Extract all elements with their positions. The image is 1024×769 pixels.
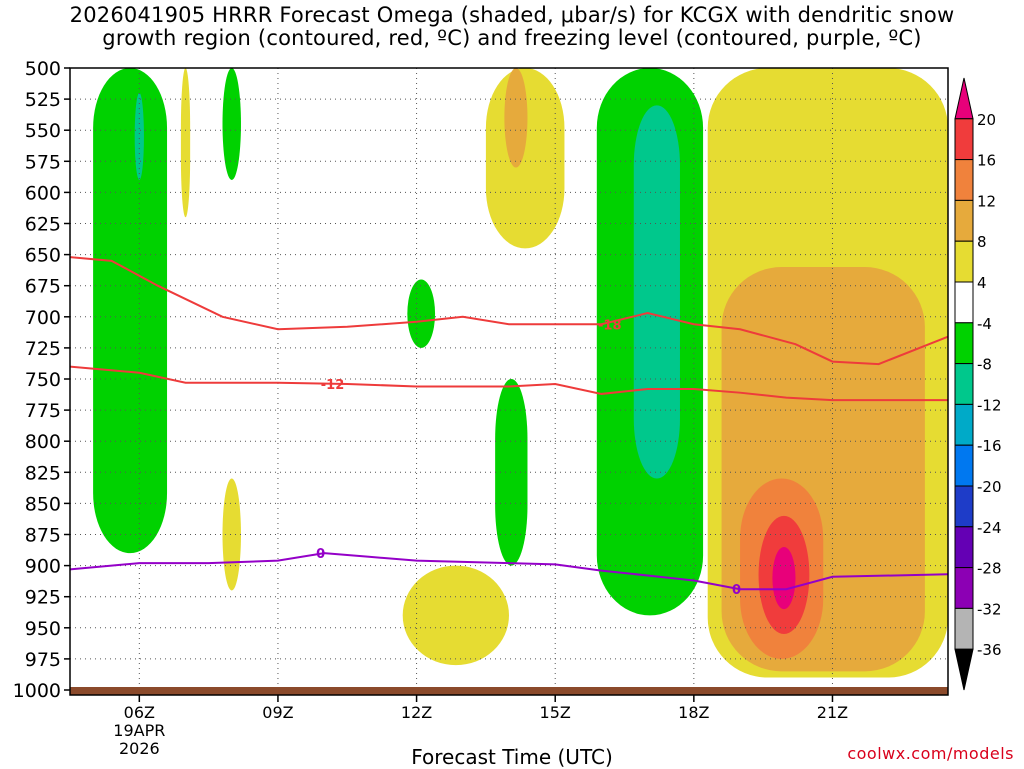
plot-frame (69, 67, 949, 696)
x-axis-label: Forecast Time (UTC) (411, 745, 613, 769)
omega-region-11 (633, 105, 680, 479)
y-tick-label: 600 (25, 182, 61, 204)
omega-region-9 (495, 379, 528, 566)
colorbar-swatch (954, 607, 974, 650)
y-tick-label: 750 (25, 369, 61, 391)
y-tick-label: 900 (25, 556, 61, 578)
x-tick-label: 18Z (678, 703, 709, 722)
omega-region-2 (180, 68, 191, 218)
colorbar-label: 4 (977, 274, 987, 292)
colorbar-swatch (954, 159, 974, 201)
contour-label--18: -18 (598, 318, 622, 333)
colorbar-swatch (954, 281, 974, 324)
omega-region-6 (402, 565, 509, 666)
contour-label--12: -12 (321, 378, 345, 393)
colorbar-swatch (954, 567, 974, 609)
colorbar-label: -32 (977, 600, 1002, 618)
omega-region-8 (504, 68, 528, 168)
ground-strip (70, 687, 948, 695)
colorbar-label: -36 (977, 641, 1002, 659)
title-line-2: growth region (contoured, red, ºC) and f… (102, 26, 922, 50)
colorbar-swatch (954, 199, 974, 242)
colorbar-arrow-bottom (954, 648, 974, 691)
contour-label-0: 0 (316, 547, 325, 562)
x-tick-label: 21Z (817, 703, 848, 722)
y-axis: 500 525 550 575 600 625 650 675 700 725 750 775 800 8… (13, 58, 70, 702)
omega-region-3 (222, 68, 241, 180)
colorbar-arrow-top (954, 77, 974, 120)
colorbar-label: -8 (977, 356, 992, 374)
y-tick-label: 625 (25, 214, 61, 236)
colorbar-label: -12 (977, 396, 1002, 414)
x-tick-label: 15Z (540, 703, 571, 722)
y-tick-label: 925 (25, 587, 61, 609)
colorbar-label: 16 (977, 152, 996, 170)
x-tick-label: 09Z (262, 703, 293, 722)
chart-title: 2026041905 HRRR Forecast Omega (shaded, … (0, 4, 1024, 50)
colorbar-label: -28 (977, 560, 1002, 578)
omega-region-0 (93, 68, 168, 554)
x-tick-label: 12Z (401, 703, 432, 722)
colorbar-swatch (954, 403, 974, 446)
y-tick-label: 1000 (13, 680, 61, 702)
y-tick-label: 675 (25, 276, 61, 298)
colorbar-swatch (954, 485, 974, 528)
omega-region-17 (772, 546, 796, 610)
colorbar-label: 12 (977, 192, 996, 210)
omega-region-5 (407, 279, 436, 348)
colorbar-swatch (954, 322, 974, 365)
y-tick-label: 775 (25, 400, 61, 422)
title-line-1: 2026041905 HRRR Forecast Omega (shaded, … (69, 3, 955, 27)
colorbar-label: -20 (977, 478, 1002, 496)
contour-lines: -18 -12 0 0 (70, 256, 948, 598)
x-date-label: 19APR (113, 721, 165, 740)
y-tick-label: 850 (25, 493, 61, 515)
y-tick-label: 875 (25, 525, 61, 547)
y-tick-label: 550 (25, 120, 61, 142)
colorbar-label: -4 (977, 315, 992, 333)
omega-shaded-regions (93, 68, 948, 678)
colorbar-swatch (954, 363, 974, 405)
y-tick-label: 950 (25, 618, 61, 640)
contour--12 (70, 365, 948, 402)
contour--18 (70, 256, 948, 366)
colorbar-label: 8 (977, 233, 987, 251)
y-tick-label: 725 (25, 338, 61, 360)
y-tick-label: 825 (25, 462, 61, 484)
colorbar-swatch (954, 444, 974, 487)
contour-label-0-b: 0 (732, 583, 741, 598)
colorbar-label: 20 (977, 111, 996, 129)
y-tick-label: 700 (25, 307, 61, 329)
grid-lines (70, 68, 948, 690)
site-credit[interactable]: coolwx.com/models (847, 744, 1014, 763)
y-tick-label: 650 (25, 245, 61, 267)
contour-0 (70, 552, 948, 591)
colorbar-swatch (954, 118, 974, 161)
y-tick-label: 575 (25, 151, 61, 173)
omega-region-1 (134, 92, 144, 180)
x-tick-label: 06Z (124, 703, 155, 722)
y-tick-label: 975 (25, 649, 61, 671)
colorbar-label: -16 (977, 437, 1002, 455)
colorbar-label: -24 (977, 519, 1002, 537)
y-tick-label: 525 (25, 89, 61, 111)
colorbar-swatch (954, 240, 974, 283)
y-tick-label: 500 (25, 58, 61, 80)
colorbar: 20 16 12 8 4 -4 -8 -12 -16 -20 -24 -28 -32 -36 (954, 77, 1002, 691)
y-tick-label: 800 (25, 431, 61, 453)
colorbar-swatch (954, 526, 974, 569)
x-year-label: 2026 (119, 739, 160, 758)
